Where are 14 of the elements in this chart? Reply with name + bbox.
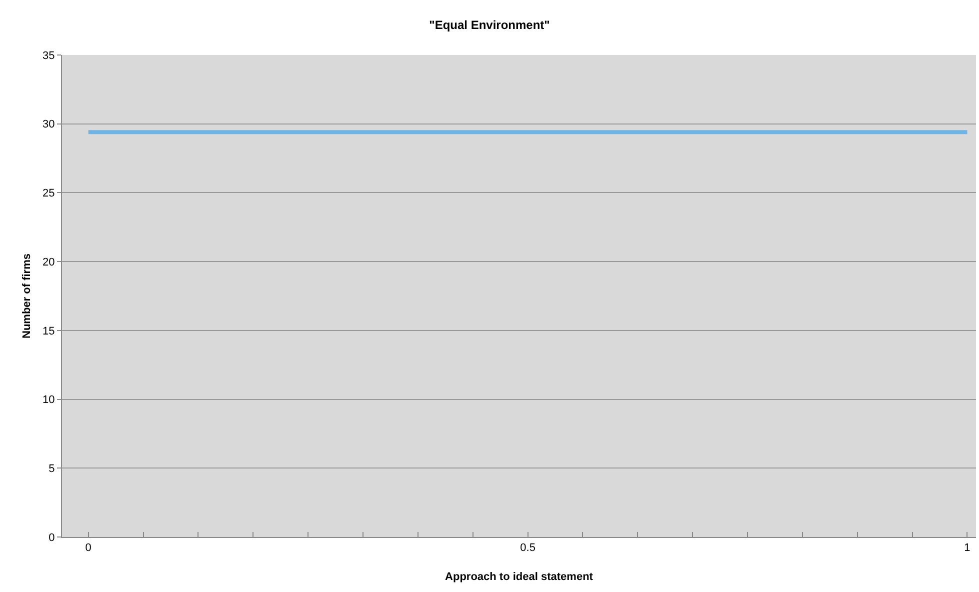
y-tick-label: 35 xyxy=(42,50,55,62)
chart-title: "Equal Environment" xyxy=(429,18,550,32)
y-tick-label: 0 xyxy=(48,532,55,544)
x-tick-label: 0.5 xyxy=(520,542,536,554)
y-axis-title: Number of firms xyxy=(21,254,33,338)
y-tick-label: 5 xyxy=(48,462,55,475)
x-axis-title: Approach to ideal statement xyxy=(445,571,594,583)
y-tick-label: 15 xyxy=(42,325,55,338)
x-tick-label: 1 xyxy=(964,542,970,554)
y-tick-label: 20 xyxy=(42,256,55,268)
x-tick-label: 0 xyxy=(85,542,92,554)
y-tick-label: 10 xyxy=(42,394,55,406)
y-tick-label: 25 xyxy=(42,188,55,200)
y-tick-label: 30 xyxy=(42,118,55,131)
